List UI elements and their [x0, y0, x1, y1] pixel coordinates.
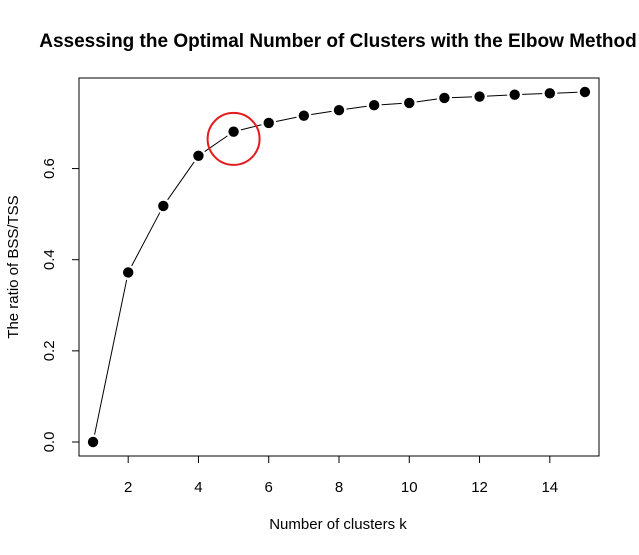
data-point: [333, 105, 345, 116]
x-axis-label: Number of clusters k: [269, 516, 407, 533]
series-segment: [381, 102, 402, 106]
series-segment: [240, 124, 262, 131]
data-point: [87, 436, 99, 448]
y-axis: 0.0 0.2 0.4 0.6: [41, 158, 80, 453]
series-segment: [311, 110, 332, 116]
series-segment: [167, 161, 195, 201]
x-tick-label: 4: [194, 479, 202, 496]
data-point: [263, 117, 274, 129]
data-point: [122, 267, 134, 278]
y-tick-label: 0.4: [41, 249, 58, 270]
data-point: [404, 97, 415, 109]
data-point: [228, 126, 239, 137]
x-tick-label: 6: [265, 479, 273, 496]
data-point: [158, 200, 169, 212]
plot-frame: [78, 77, 600, 457]
series-segment: [131, 212, 161, 267]
data-point: [439, 92, 450, 104]
x-tick-label: 12: [471, 479, 488, 496]
series-line: [94, 91, 578, 435]
chart-title: Assessing the Optimal Number of Clusters…: [39, 31, 637, 52]
data-point: [579, 86, 591, 98]
series-segment: [275, 116, 297, 122]
elbow-highlight-circle: [206, 111, 261, 166]
series-segment: [346, 105, 367, 110]
data-point: [544, 88, 556, 99]
x-tick-label: 14: [541, 479, 558, 496]
series-segment: [522, 93, 543, 95]
series-segment: [557, 91, 578, 94]
y-axis-label: The ratio of BSS/TSS: [5, 195, 22, 338]
series-segment: [204, 135, 228, 152]
data-point: [193, 150, 204, 161]
data-point: [509, 89, 520, 100]
data-points: [87, 86, 591, 448]
y-tick-label: 0.0: [41, 432, 58, 453]
x-tick-label: 2: [124, 479, 132, 496]
series-segment: [416, 98, 438, 103]
series-segment: [487, 94, 508, 97]
data-point: [368, 100, 380, 111]
x-tick-label: 10: [401, 479, 418, 496]
data-point: [298, 110, 310, 121]
y-tick-label: 0.2: [41, 340, 58, 361]
x-axis: 2 4 6 8 10 12 14: [124, 455, 558, 496]
series-segment: [451, 96, 473, 99]
x-tick-label: 8: [335, 479, 343, 496]
data-point: [474, 91, 485, 102]
y-tick-label: 0.6: [41, 158, 58, 179]
series-segment: [94, 279, 128, 435]
elbow-highlight: [206, 111, 261, 166]
